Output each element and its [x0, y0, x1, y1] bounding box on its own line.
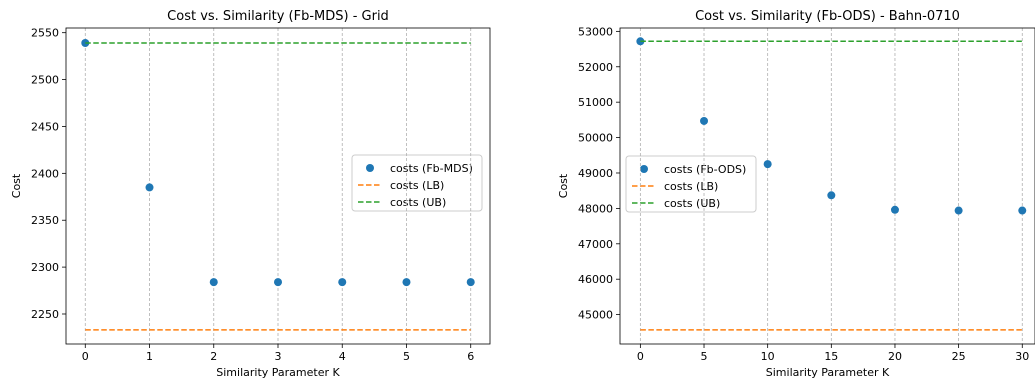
y-tick-label: 2250 [31, 308, 59, 321]
y-tick-label: 2450 [31, 120, 59, 133]
y-tick-label: 2500 [31, 74, 59, 87]
x-tick-label: 6 [467, 350, 474, 363]
data-point [700, 116, 709, 125]
x-tick-label: 0 [82, 350, 89, 363]
y-tick-label: 53000 [578, 25, 613, 38]
x-tick-label: 0 [637, 350, 644, 363]
y-axis-label: Cost [10, 173, 23, 198]
data-point [209, 278, 218, 287]
legend: costs (Fb-ODS) costs (LB) costs (UB) [625, 155, 757, 213]
x-tick-label: 10 [761, 350, 775, 363]
data-point [954, 206, 963, 215]
chart-panel-right: Cost vs. Similarity (Fb-ODS) - Bahn-0710… [557, 9, 1035, 379]
y-tick-label: 45000 [578, 309, 613, 322]
data-point [402, 278, 411, 287]
y-tick-label: 2350 [31, 214, 59, 227]
legend-label: costs (Fb-MDS) [390, 162, 473, 175]
y-tick-label: 2300 [31, 261, 59, 274]
chart-panel-left: Cost vs. Similarity (Fb-MDS) - Grid Simi… [10, 9, 491, 379]
data-point [274, 278, 282, 287]
x-tick-label: 1 [146, 350, 153, 363]
legend-swatch [640, 165, 648, 173]
legend: costs (Fb-MDS) costs (LB) costs (UB) [351, 154, 483, 212]
x-tick-label: 15 [824, 350, 838, 363]
legend-box [351, 154, 483, 212]
y-tick-label: 50000 [578, 132, 613, 145]
x-axis-label: Similarity Parameter K [216, 366, 340, 379]
data-point [1018, 206, 1027, 215]
plot-frame [619, 27, 1035, 345]
y-axis-label: Cost [557, 173, 570, 198]
data-point [145, 183, 154, 192]
legend-box [625, 155, 757, 213]
y-tick-label: 47000 [578, 238, 613, 251]
legend-label: costs (LB) [390, 179, 444, 192]
chart-title: Cost vs. Similarity (Fb-ODS) - Bahn-0710 [695, 9, 960, 24]
x-tick-label: 30 [1015, 350, 1029, 363]
y-tick-label: 48000 [578, 202, 613, 215]
data-point [338, 278, 347, 287]
x-tick-label: 20 [888, 350, 902, 363]
legend-label: costs (UB) [664, 197, 720, 210]
y-tick-label: 2400 [31, 167, 59, 180]
y-tick-label: 49000 [578, 167, 613, 180]
legend-label: costs (Fb-ODS) [664, 163, 746, 176]
data-point [763, 160, 772, 169]
x-axis-label: Similarity Parameter K [766, 366, 890, 379]
y-tick-label: 46000 [578, 273, 613, 286]
x-tick-label: 25 [952, 350, 966, 363]
legend-label: costs (UB) [390, 196, 446, 209]
x-tick-label: 5 [403, 350, 410, 363]
data-point [827, 191, 836, 200]
data-point [466, 278, 475, 287]
y-tick-label: 52000 [578, 61, 613, 74]
x-tick-label: 5 [701, 350, 708, 363]
legend-label: costs (LB) [664, 180, 718, 193]
x-tick-label: 2 [210, 350, 217, 363]
y-tick-label: 2550 [31, 27, 59, 40]
chart-title: Cost vs. Similarity (Fb-MDS) - Grid [167, 9, 389, 24]
plot-frame [65, 27, 491, 345]
data-point [890, 205, 899, 214]
x-tick-label: 4 [339, 350, 346, 363]
legend-swatch [366, 164, 374, 172]
x-tick-label: 3 [275, 350, 282, 363]
y-tick-label: 51000 [578, 96, 613, 109]
